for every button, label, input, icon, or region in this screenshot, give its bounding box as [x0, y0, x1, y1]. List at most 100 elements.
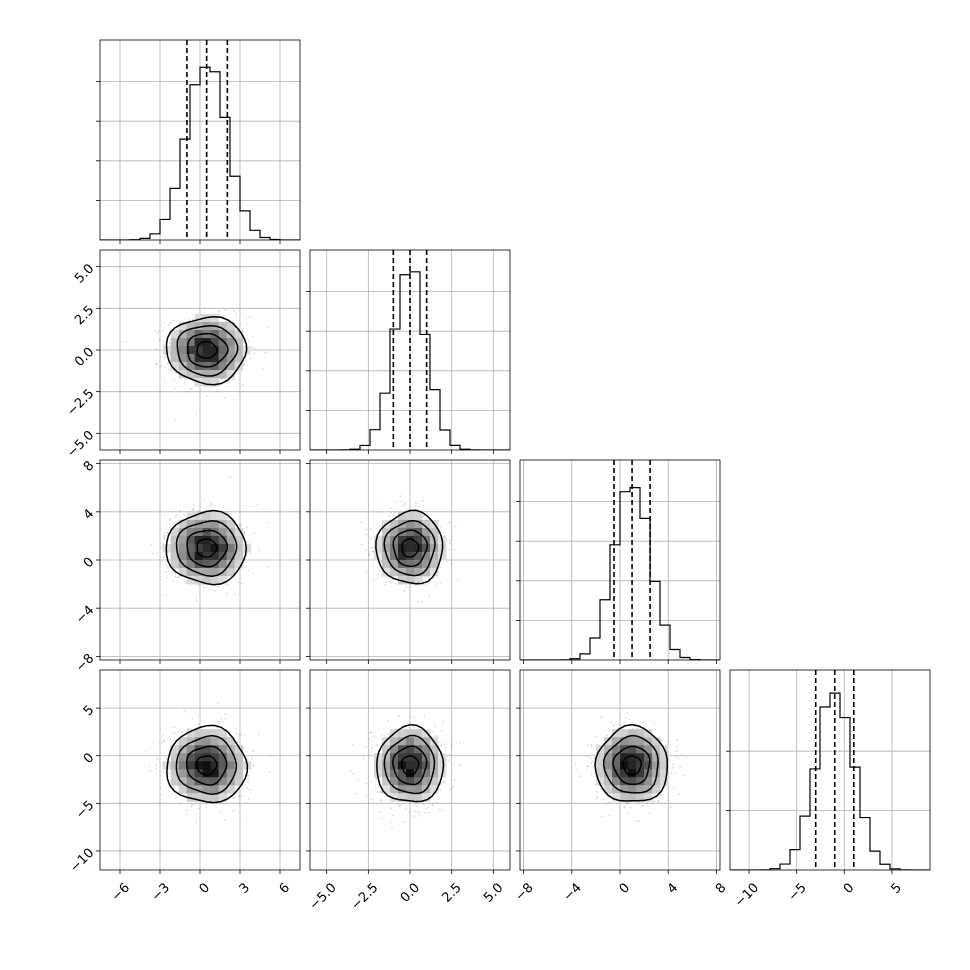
density-cell	[374, 551, 383, 561]
scatter-point	[168, 323, 170, 326]
scatter-point	[234, 312, 237, 315]
scatter-point	[174, 387, 177, 390]
density-cell	[202, 551, 212, 561]
density-cell	[628, 745, 637, 754]
scatter-point	[625, 801, 628, 804]
scatter-point	[188, 318, 191, 321]
scatter-point	[205, 394, 208, 397]
contour-2-0-2	[175, 520, 238, 578]
density-cell	[218, 362, 228, 371]
density-cell	[636, 737, 645, 746]
scatter-point	[243, 533, 245, 535]
scatter-point	[173, 378, 176, 381]
density-cell	[636, 729, 645, 738]
scatter-point	[231, 810, 234, 813]
scatter-point	[156, 758, 159, 760]
scatter-point	[209, 504, 211, 507]
scatter-point	[402, 820, 405, 823]
scatter-point	[232, 378, 235, 381]
scatter-point	[176, 576, 179, 579]
density-cell	[234, 543, 244, 553]
density-cell	[186, 769, 196, 778]
density-cell	[406, 729, 415, 738]
scatter-point	[627, 812, 630, 815]
scatter-point	[185, 813, 188, 816]
density-cell	[596, 777, 605, 786]
density-cell	[218, 330, 228, 339]
scatter-point	[249, 789, 251, 791]
density-cell	[170, 745, 180, 754]
density-cell	[226, 785, 236, 794]
scatter-point	[237, 795, 240, 798]
panel-3-1: −5.0 −2.5 0.0 2.5 5.0	[306, 669, 511, 913]
density-cell	[170, 338, 180, 347]
scatter-point	[403, 503, 406, 505]
density-cell	[620, 761, 629, 770]
scatter-point	[225, 592, 228, 595]
density-cell	[414, 745, 423, 754]
density-cell	[226, 370, 236, 379]
scatter-point	[166, 566, 169, 569]
scatter-point	[629, 806, 632, 809]
scatter-point	[439, 581, 442, 584]
scatter-point	[162, 341, 165, 344]
scatter-point	[210, 584, 213, 587]
density-cell	[234, 761, 244, 770]
density-cell	[612, 729, 621, 738]
density-cell	[186, 527, 196, 537]
scatter-point	[416, 805, 418, 808]
density-cell	[178, 519, 188, 529]
scatter-point	[252, 765, 255, 768]
panel-frame-3-2	[519, 669, 721, 871]
scatter-point	[247, 774, 250, 777]
density-cell	[382, 745, 391, 754]
scatter-point	[227, 584, 230, 587]
scatter-point	[607, 730, 610, 732]
density-cell	[226, 354, 236, 363]
density-cell	[628, 753, 637, 762]
scatter-point	[373, 736, 376, 739]
density-cell	[210, 567, 220, 577]
scatter-point	[371, 747, 373, 750]
scatter-point	[624, 805, 626, 808]
scatter-point	[238, 733, 241, 736]
scatter-point	[377, 576, 380, 579]
scatter-point	[252, 346, 254, 349]
density-cell	[194, 567, 204, 577]
scatter-point	[399, 495, 402, 497]
scatter-point	[245, 359, 247, 362]
scatter-point	[169, 355, 172, 358]
scatter-point	[165, 755, 167, 758]
density-cell	[644, 753, 653, 762]
tick-label-y: −8	[73, 651, 97, 675]
scatter-point	[369, 527, 372, 530]
scatter-point	[595, 735, 598, 738]
scatter-point	[176, 730, 179, 733]
scatter-point	[243, 363, 246, 366]
tick-label-y: 8	[81, 458, 97, 474]
scatter-point	[375, 744, 378, 747]
scatter-point	[197, 584, 200, 587]
scatter-point	[248, 569, 251, 572]
scatter-point	[183, 513, 186, 516]
density-cell	[202, 567, 212, 577]
scatter-point	[229, 476, 232, 478]
scatter-point	[384, 583, 387, 586]
scatter-point	[172, 319, 175, 322]
density-cell	[636, 753, 645, 762]
scatter-point	[442, 780, 445, 783]
density-cell	[194, 793, 204, 802]
scatter-point	[270, 754, 273, 757]
density-cell	[234, 527, 244, 537]
density-cell	[620, 793, 629, 802]
tick-label-y: 4	[81, 507, 97, 523]
density-cell	[218, 793, 228, 802]
scatter-point	[156, 332, 159, 335]
density-cell	[218, 777, 228, 786]
density-cell	[422, 737, 431, 746]
density-cell	[612, 737, 621, 746]
density-cell	[660, 753, 669, 762]
scatter-point	[423, 803, 425, 806]
scatter-point	[371, 798, 374, 801]
tick-label-y: 5	[81, 703, 97, 719]
